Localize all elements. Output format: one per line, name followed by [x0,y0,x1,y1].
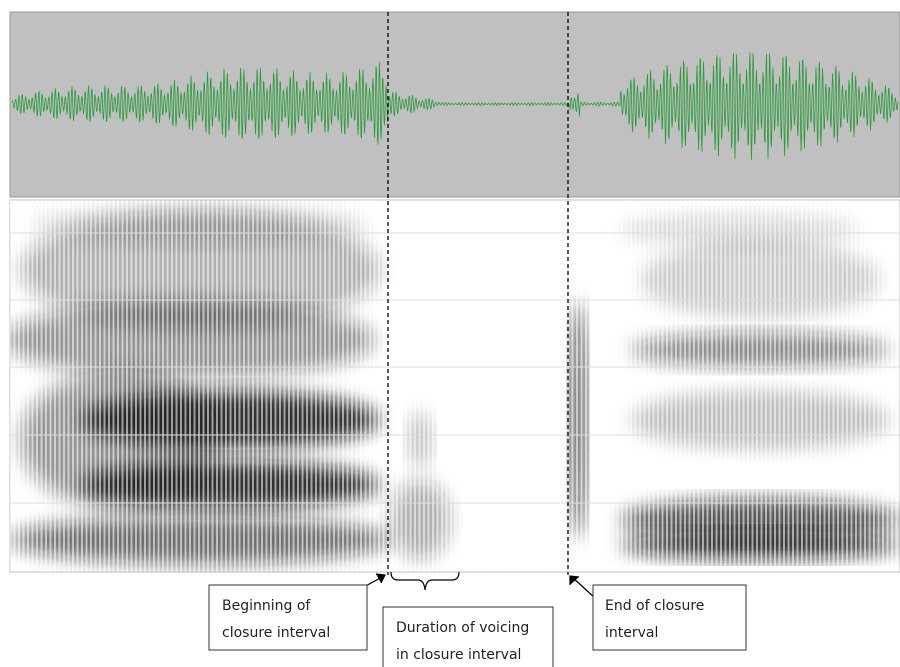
arrows [339,571,596,601]
annotation-text: in closure interval [396,647,521,663]
waveform-panel [9,11,900,198]
annotation-text: Beginning of [222,598,311,614]
annotation-text: closure interval [222,625,330,641]
annotation-text: Duration of voicing [396,620,529,636]
waveform-trace [11,52,899,161]
brace [390,571,460,591]
annotation-box [592,584,747,651]
annotation-text: interval [605,625,658,641]
waveform [11,52,899,161]
spectrogram [10,200,900,572]
annotation-text: End of closure [605,598,704,614]
annotation-box [208,584,368,651]
annotation-box [382,606,554,667]
striations [10,200,900,572]
